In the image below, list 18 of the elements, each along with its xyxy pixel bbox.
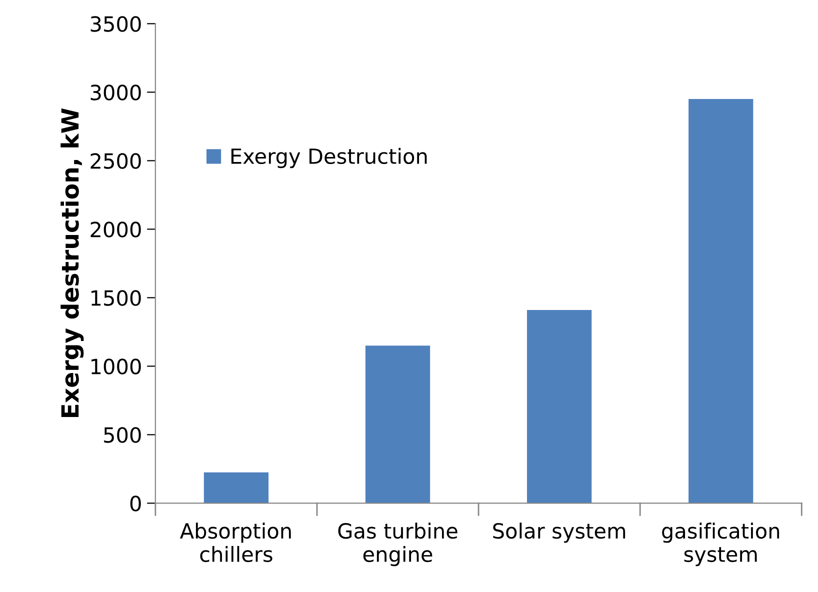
x-tick-label: gasification system [662,522,780,566]
y-tick-label: 500 [104,427,141,443]
x-tick-label: Gas turbine engine [338,522,458,566]
y-tick-label: 1000 [91,358,141,374]
bar [365,346,430,504]
y-tick-label: 2000 [90,222,141,238]
y-tick-label: 2500 [90,153,141,169]
y-tick-label: 3500 [90,16,141,32]
y-tick-label: 3000 [90,84,141,100]
x-tick-label: Absorption chillers [180,522,291,562]
bar [204,472,269,504]
y-axis-title: Exergy destruction, kW [60,108,84,418]
y-tick-label: 0 [130,496,141,512]
legend-label: Exergy Destruction [231,148,427,168]
bar [688,99,754,504]
y-tick-label: 1500 [91,290,141,306]
bar [526,310,592,504]
x-tick-label: Solar system [493,522,626,543]
